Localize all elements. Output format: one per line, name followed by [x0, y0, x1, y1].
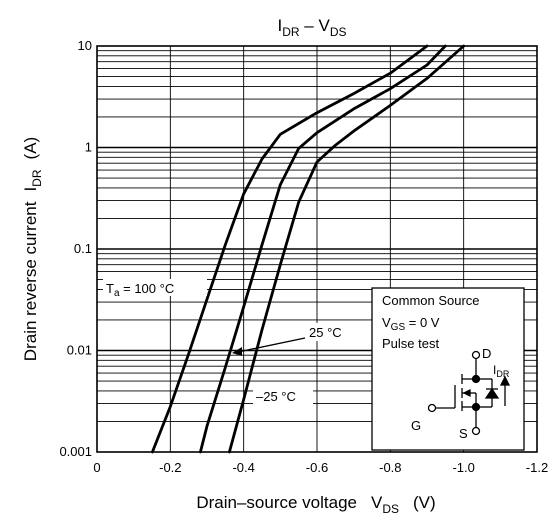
series-label-minus25c: –25 °C [253, 387, 313, 405]
info-box-line2: VGS = 0 V [382, 315, 440, 333]
y-tick-label: 10 [78, 38, 92, 53]
x-tick-label: -0.2 [159, 460, 181, 475]
x-tick-label: -0.6 [306, 460, 328, 475]
info-box-line1: Common Source [382, 293, 480, 308]
series-lines [150, 44, 466, 454]
circuit-label-idr: IDR [493, 363, 510, 379]
svg-text:25 °C: 25 °C [309, 325, 342, 340]
series-ta-minus25c [227, 44, 466, 454]
y-tick-label: 1 [85, 140, 92, 155]
x-tick-label: -1.2 [526, 460, 548, 475]
y-tick-label: 0.001 [59, 444, 92, 459]
svg-text:–25 °C: –25 °C [256, 389, 296, 404]
series-label-100c: Ta = 100 °C [103, 279, 207, 299]
x-tick-label: -1.0 [452, 460, 474, 475]
x-axis-label: Drain–source voltage VDS (V) [196, 493, 435, 516]
y-axis-label: Drain reverse currentIDR(A) [21, 137, 44, 361]
svg-text:Ta = 100 °C: Ta = 100 °C [106, 281, 174, 299]
plot-frame [96, 45, 538, 453]
tick-labels: 0 -0.2 -0.4 -0.6 -0.8 -1.0 -1.2 0.001 0.01 0.1 1 10 [59, 38, 548, 475]
series-label-25c: 25 °C [232, 323, 358, 356]
y-tick-label: 0.01 [67, 343, 92, 358]
series-ta-25c [198, 44, 447, 454]
series-label-25c-arrow [237, 337, 306, 353]
x-tick-label: -0.8 [379, 460, 401, 475]
x-tick-label: -0.4 [232, 460, 254, 475]
y-tick-label: 0.1 [74, 241, 92, 256]
x-tick-label: 0 [93, 460, 100, 475]
circuit-label-g: G [411, 418, 421, 433]
series-ta-100c [150, 44, 429, 454]
mosfet-symbol [427, 350, 511, 436]
circuit-label-s: S [459, 426, 468, 441]
circuit-label-d: D [482, 346, 491, 361]
info-box-line3: Pulse test [382, 336, 439, 351]
chart-title: IDR – VDS [278, 16, 347, 39]
info-box: Common Source VGS = 0 V Pulse test [371, 287, 525, 451]
